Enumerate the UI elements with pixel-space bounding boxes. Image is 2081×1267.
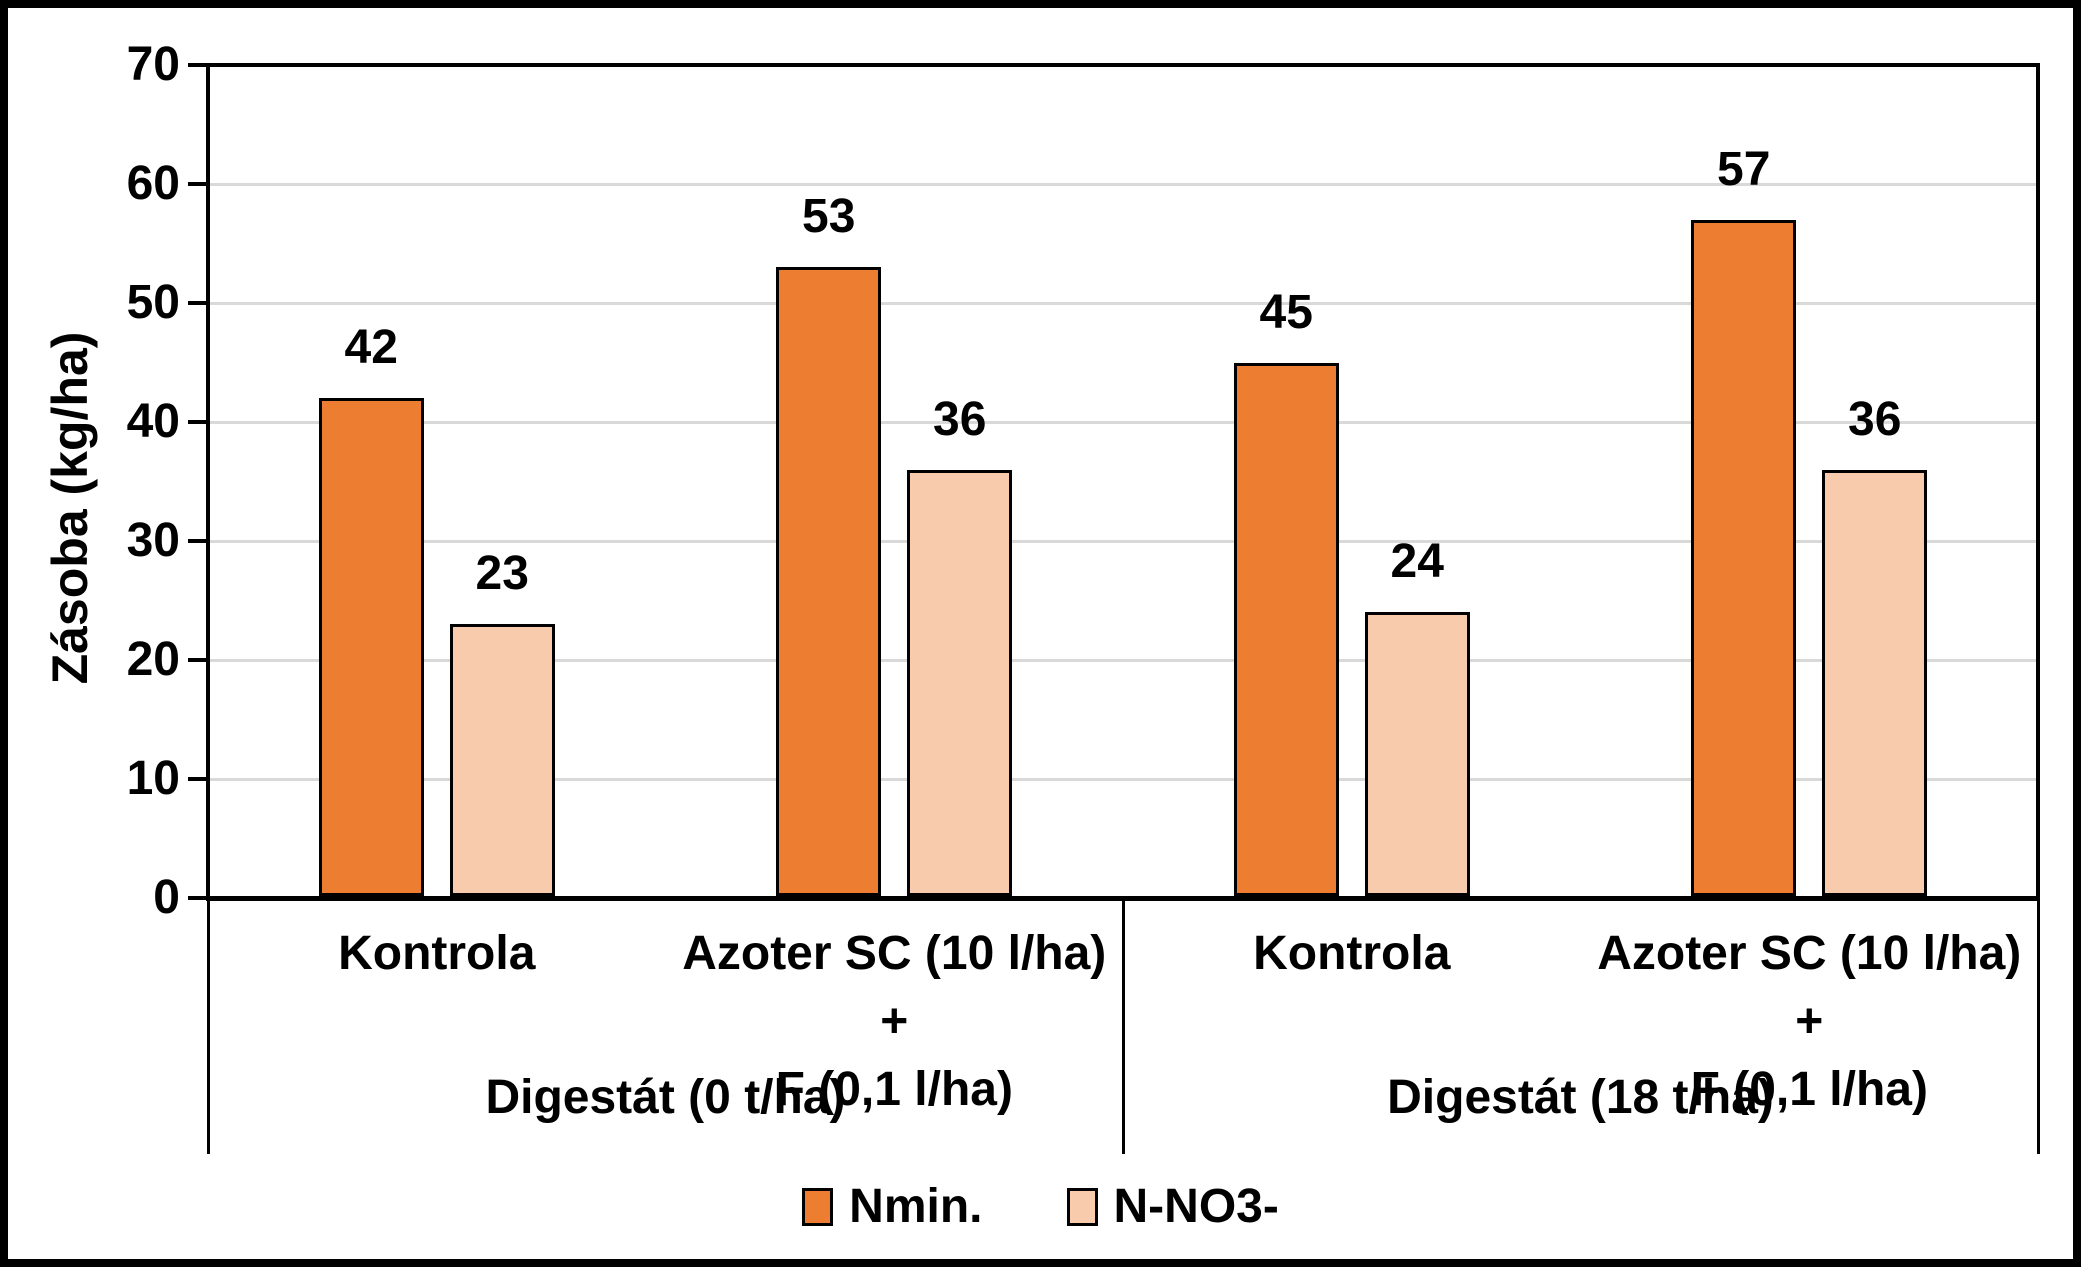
y-tick-mark bbox=[188, 539, 208, 543]
y-tick-label: 10 bbox=[126, 752, 180, 805]
y-tick-mark bbox=[188, 301, 208, 305]
bar-nmin bbox=[1233, 362, 1339, 896]
gridline bbox=[210, 539, 2036, 543]
y-tick-mark bbox=[188, 777, 208, 781]
group-label: Digestát (18 t/ha) bbox=[1387, 1071, 1774, 1124]
y-tick-mark bbox=[188, 658, 208, 662]
plot-border-right bbox=[2036, 65, 2040, 898]
y-tick-label: 30 bbox=[126, 514, 180, 567]
y-tick-mark bbox=[188, 896, 208, 900]
category-separator bbox=[2036, 901, 2040, 1154]
plot-border-top bbox=[206, 63, 2040, 67]
bar-value-label: 45 bbox=[1259, 285, 1313, 339]
group-label: Digestát (0 t/ha) bbox=[485, 1071, 846, 1124]
y-tick-label: 70 bbox=[126, 38, 180, 91]
legend-swatch bbox=[1066, 1188, 1098, 1226]
x-axis-line bbox=[206, 896, 2040, 901]
bar-value-label: 42 bbox=[344, 321, 398, 375]
category-label: Azoter SC (10 l/ha) + F (0,1 l/ha) bbox=[682, 927, 1107, 1116]
bar-n-no3 bbox=[449, 624, 555, 896]
legend-label: Nmin. bbox=[849, 1180, 983, 1233]
y-tick-label: 40 bbox=[126, 395, 180, 448]
y-tick-label: 20 bbox=[126, 633, 180, 686]
bar-value-label: 53 bbox=[802, 190, 856, 244]
bar-n-no3 bbox=[1364, 612, 1470, 896]
y-tick-mark bbox=[188, 63, 208, 67]
gridline bbox=[210, 658, 2036, 662]
bar-value-label: 36 bbox=[933, 392, 987, 446]
y-tick-label: 0 bbox=[153, 871, 180, 924]
bar-value-label: 24 bbox=[1390, 535, 1444, 589]
y-axis-title: Zásoba (kg/ha) bbox=[42, 331, 98, 685]
bar-value-label: 57 bbox=[1717, 142, 1771, 196]
bar-nmin bbox=[1691, 219, 1797, 896]
bar-nmin bbox=[318, 398, 424, 896]
legend-swatch bbox=[802, 1188, 834, 1226]
bar-value-label: 23 bbox=[475, 547, 529, 601]
bar-nmin bbox=[776, 267, 882, 896]
category-separator bbox=[1121, 901, 1125, 1154]
category-label: Azoter SC (10 l/ha) + F (0,1 l/ha) bbox=[1597, 927, 2022, 1116]
bar-chart: Zásoba (kg/ha) Nmin. N-NO3- 0 10 20 30 40 50 60… bbox=[8, 8, 2073, 1259]
gridline bbox=[210, 420, 2036, 424]
legend: Nmin. N-NO3- bbox=[8, 1180, 2073, 1234]
y-tick-label: 50 bbox=[126, 276, 180, 329]
category-label: Kontrola bbox=[1253, 927, 1451, 980]
y-axis-line bbox=[206, 65, 210, 901]
legend-item: N-NO3- bbox=[1066, 1180, 1279, 1234]
legend-label: N-NO3- bbox=[1113, 1180, 1279, 1233]
bar-value-label: 36 bbox=[1848, 392, 1902, 446]
y-tick-mark bbox=[188, 182, 208, 186]
bar-n-no3 bbox=[1822, 469, 1928, 896]
gridline bbox=[210, 182, 2036, 186]
y-tick-mark bbox=[188, 420, 208, 424]
gridline bbox=[210, 777, 2036, 781]
category-label: Kontrola bbox=[338, 927, 536, 980]
gridline bbox=[210, 301, 2036, 305]
bar-n-no3 bbox=[907, 469, 1013, 896]
category-separator bbox=[206, 901, 210, 1154]
legend-item: Nmin. bbox=[802, 1180, 983, 1234]
y-tick-label: 60 bbox=[126, 157, 180, 210]
